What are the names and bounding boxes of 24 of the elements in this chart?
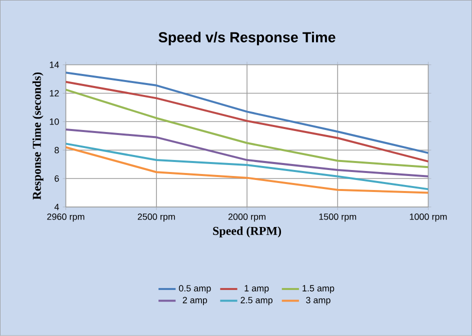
y-tick-label: 10 [50,118,59,125]
chart-title: Speed v/s Response Time [158,32,336,46]
x-tick-label: 1000 rpm [410,214,447,222]
line-series [66,72,428,154]
legend-label: 2 amp [182,296,208,306]
x-tick-label: 1500 rpm [319,214,356,222]
y-tick-label: 14 [50,62,59,68]
y-tick-label: 6 [54,175,59,182]
line-series [66,88,428,168]
x-tick-label: 2000 rpm [228,214,266,222]
x-tick-label: 2960 rpm [47,214,84,222]
line-series [66,80,428,163]
line-series [66,128,428,178]
y-axis-title: Response Time (seconds) [32,72,44,200]
y-tick-label: 8 [54,146,59,154]
x-axis-title: Speed (RPM) [213,226,282,238]
legend-label: 2.5 amp [240,296,272,306]
legend-label: 1 amp [244,285,269,294]
y-tick-label: 4 [54,204,59,210]
x-tick-label: 2500 rpm [138,214,175,222]
legend-label: 3 amp [306,296,330,306]
legend-label: 1.5 amp [302,285,334,294]
y-tick-label: 12 [50,90,59,96]
legend-label: 0.5 amp [178,285,211,294]
